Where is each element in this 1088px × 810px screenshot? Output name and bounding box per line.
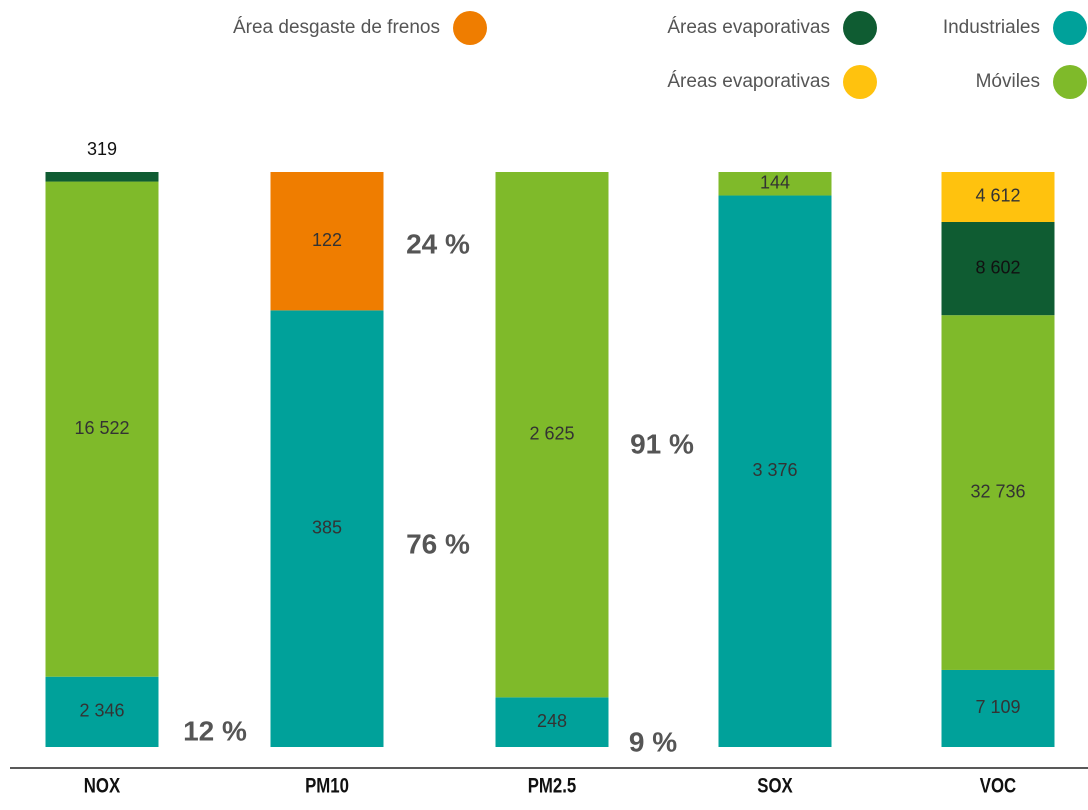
bar-segment	[941, 172, 1055, 222]
bar-segment	[495, 697, 609, 747]
value-label: 248	[537, 711, 567, 731]
bar-segment	[45, 676, 159, 747]
x-tick-label: PM2.5	[528, 775, 577, 798]
legend-swatch	[843, 11, 877, 45]
bar-segment	[941, 221, 1055, 316]
legend-swatch	[843, 65, 877, 99]
bar-segment	[495, 172, 609, 698]
x-tick-label: SOX	[757, 775, 793, 798]
legend-swatch	[1053, 65, 1087, 99]
value-label: 7 109	[975, 697, 1020, 717]
x-tick-label: NOX	[84, 775, 121, 798]
legend-swatch	[1053, 11, 1087, 45]
value-label: 4 612	[975, 186, 1020, 206]
value-label: 16 522	[74, 418, 129, 438]
value-label: 385	[312, 517, 342, 537]
value-label: 144	[760, 173, 790, 193]
legend-label: Industriales	[943, 17, 1040, 38]
bar-segment	[270, 310, 384, 747]
value-label: 32 736	[970, 481, 1025, 501]
legend-label: Móviles	[976, 71, 1040, 92]
x-tick-label: VOC	[980, 775, 1017, 798]
legend-label: Área desgaste de frenos	[233, 17, 440, 38]
annotation: 91 %	[630, 428, 694, 459]
bar-segment	[718, 172, 832, 196]
annotation: 9 %	[629, 726, 677, 757]
bar-segment	[45, 181, 159, 677]
legend-label: Áreas evaporativas	[667, 71, 830, 92]
x-tick-label: PM10	[305, 775, 349, 798]
value-label: 319	[87, 139, 117, 159]
value-label: 2 625	[529, 423, 574, 443]
annotation: 24 %	[406, 228, 470, 259]
bar-segment	[941, 669, 1055, 747]
value-label: 3 376	[752, 460, 797, 480]
bar-segment	[270, 172, 384, 311]
value-label: 2 346	[79, 701, 124, 721]
legend-label: Áreas evaporativas	[667, 17, 830, 38]
annotation: 76 %	[406, 528, 470, 559]
bar-segment	[45, 172, 159, 182]
value-label: 8 602	[975, 257, 1020, 277]
legend-swatch	[453, 11, 487, 45]
bar-segment	[941, 315, 1055, 670]
annotation: 12 %	[183, 715, 247, 746]
bar-segment	[718, 195, 832, 748]
value-label: 122	[312, 230, 342, 250]
